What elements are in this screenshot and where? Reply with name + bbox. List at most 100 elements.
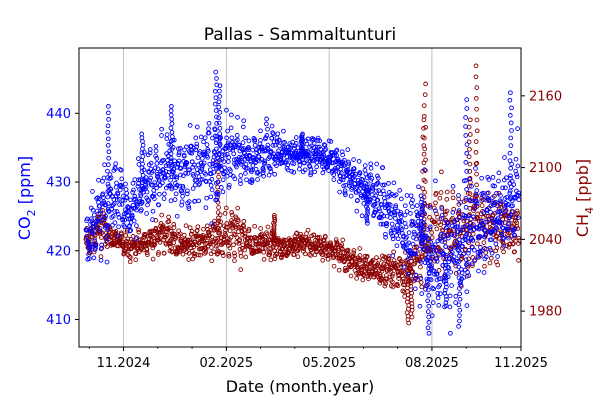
co2-point [226, 185, 232, 190]
co2-spike-point [169, 121, 175, 127]
ch4-point [376, 257, 382, 263]
co2-point [122, 217, 127, 223]
co2-point [431, 286, 437, 292]
co2-point [203, 205, 209, 211]
co2-point [374, 161, 380, 167]
co2-spike-point [139, 157, 145, 163]
co2-point [399, 219, 405, 224]
co2-point [135, 203, 140, 209]
co2-point [208, 183, 214, 188]
ch4-point [482, 263, 487, 269]
co2-spike-point [105, 175, 110, 180]
co2-point [466, 250, 471, 256]
co2-point [179, 199, 185, 205]
co2-spike-point [217, 125, 223, 131]
ch4-point [171, 240, 176, 246]
co2-point [148, 160, 154, 166]
co2-point [369, 176, 375, 181]
ch4-point [152, 242, 158, 247]
co2-point [501, 235, 507, 241]
co2-point [483, 254, 489, 260]
ch4-point [218, 219, 223, 225]
ch4-point [265, 224, 271, 230]
co2-point [332, 153, 337, 158]
co2-point [425, 227, 431, 232]
co2-spike-point [464, 106, 470, 111]
ch4-point [225, 224, 230, 230]
ylabel-right-unit: [ppb] [573, 159, 592, 207]
ch4-point [306, 238, 312, 244]
co2-point [379, 202, 385, 207]
co2-spike-point [365, 192, 370, 198]
co2-point [430, 300, 436, 305]
ch4-point [237, 237, 243, 242]
ch4-point [203, 246, 209, 252]
co2-point [495, 215, 501, 221]
co2-point [478, 245, 483, 250]
co2-spike-point [463, 178, 469, 183]
co2-point [249, 178, 255, 184]
co2-point [429, 254, 435, 260]
co2-point [362, 163, 368, 168]
co2-point [201, 160, 207, 166]
co2-point [173, 191, 179, 197]
ch4-point [168, 241, 173, 247]
ch4-point [201, 226, 206, 232]
ch4-point [156, 252, 161, 257]
co2-spike-point [464, 142, 470, 147]
co2-point [435, 290, 441, 296]
ch4-point [186, 257, 192, 262]
ch4-point [466, 256, 471, 262]
ch4-spike-point [215, 200, 221, 205]
co2-point [313, 149, 319, 155]
co2-spike-point [426, 303, 432, 309]
ch4-point [235, 205, 241, 211]
co2-point [267, 165, 272, 171]
ch4-point [177, 231, 183, 237]
co2-point [452, 233, 457, 239]
co2-point [461, 251, 466, 257]
ch4-point [487, 260, 493, 266]
ch4-point [325, 256, 331, 262]
co2-point [98, 211, 103, 216]
ch4-point [242, 247, 247, 253]
co2-spike-point [214, 133, 220, 139]
co2-point [471, 214, 476, 220]
co2-point [198, 134, 204, 140]
co2-point [415, 219, 421, 224]
co2-point [181, 153, 187, 159]
ch4-spike-point [423, 168, 428, 173]
ylabel-left-main: CO [15, 216, 34, 240]
co2-spike-point [217, 136, 223, 142]
co2-point [493, 241, 499, 247]
co2-spike-point [169, 147, 175, 152]
y-left-tick-label: 420 [46, 244, 71, 259]
co2-point [110, 213, 116, 219]
co2-point [256, 154, 262, 159]
co2-point [512, 233, 518, 238]
ch4-point [461, 218, 467, 224]
co2-spike-point [217, 83, 223, 89]
co2-spike-point [419, 235, 425, 240]
co2-point [164, 136, 170, 142]
co2-point [289, 168, 294, 174]
ch4-point [166, 218, 172, 224]
ch4-spike-point [406, 320, 412, 326]
co2-spike-point [426, 330, 432, 336]
co2-point [432, 272, 437, 277]
co2-point [471, 222, 476, 227]
co2-point [152, 180, 158, 185]
co2-spike-point [425, 255, 431, 260]
co2-point [433, 178, 438, 184]
co2-spike-point [508, 135, 514, 141]
co2-point [116, 224, 121, 230]
co2-point [284, 158, 290, 163]
co2-point [186, 199, 192, 204]
co2-point [436, 302, 442, 308]
ch4-point [231, 242, 236, 248]
ch4-spike-point [423, 124, 429, 130]
co2-point [474, 198, 479, 204]
co2-point [96, 196, 102, 201]
co2-point [119, 184, 125, 190]
co2-point [485, 190, 491, 196]
